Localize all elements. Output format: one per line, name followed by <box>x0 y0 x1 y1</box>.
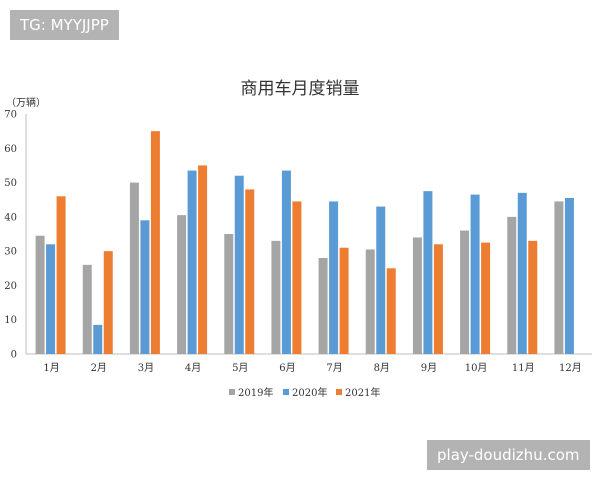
bar <box>517 192 527 354</box>
x-tick-label: 10月 <box>465 362 488 374</box>
y-tick-label: 20 <box>4 281 17 292</box>
x-tick-label: 4月 <box>185 362 201 374</box>
legend-swatch <box>336 389 342 395</box>
bar <box>433 244 443 354</box>
bar <box>198 165 208 354</box>
legend-swatch <box>283 389 289 395</box>
bar <box>365 249 375 354</box>
bar <box>470 194 480 354</box>
bar <box>177 215 187 354</box>
bar <box>564 198 574 354</box>
bar <box>386 268 396 354</box>
x-tick-label: 7月 <box>326 362 342 374</box>
bar <box>150 131 160 354</box>
bar <box>245 189 255 354</box>
x-tick-label: 3月 <box>138 362 154 374</box>
y-tick-labels: 0 10 20 30 40 50 60 70 <box>4 110 17 361</box>
bar <box>292 201 302 354</box>
bar <box>103 251 113 354</box>
bar <box>412 237 422 354</box>
bar <box>56 196 66 354</box>
x-tick-label: 11月 <box>512 362 535 374</box>
x-tick-label: 2月 <box>91 362 107 374</box>
x-tick-label: 5月 <box>232 362 248 374</box>
y-axis-unit-label: （万辆） <box>6 96 46 109</box>
bar <box>528 240 538 354</box>
bar <box>224 234 234 354</box>
y-tick-label: 0 <box>11 350 17 361</box>
bar <box>554 201 564 354</box>
bar <box>507 216 517 354</box>
bar <box>423 191 433 354</box>
watermark-top-left: TG: MYYJJPP <box>10 10 119 40</box>
x-tick-label: 12月 <box>559 362 582 374</box>
bar <box>281 170 291 354</box>
bar <box>129 182 139 354</box>
legend-label: 2020年 <box>292 386 327 399</box>
bar <box>46 244 56 354</box>
y-tick-label: 10 <box>4 315 17 326</box>
bar <box>460 230 470 354</box>
bar <box>376 206 386 354</box>
y-tick-label: 70 <box>4 110 17 121</box>
bar <box>93 324 103 354</box>
legend-label: 2019年 <box>238 386 273 399</box>
bar <box>82 264 92 354</box>
y-tick-label: 30 <box>4 247 17 258</box>
y-tick-label: 50 <box>4 178 17 189</box>
bar <box>35 235 45 354</box>
bar <box>187 170 197 354</box>
watermark-bottom-right: play-doudizhu.com <box>427 440 590 470</box>
chart-title: 商用车月度销量 <box>241 79 360 99</box>
y-tick-label: 60 <box>4 144 17 155</box>
x-tick-label: 8月 <box>374 362 390 374</box>
legend: 2019年 2020年 2021年 <box>229 386 380 399</box>
x-tick-label: 9月 <box>421 362 437 374</box>
y-tick-label: 40 <box>4 212 17 223</box>
bar <box>481 242 491 354</box>
bar <box>234 175 244 354</box>
legend-label: 2021年 <box>345 386 380 399</box>
legend-swatch <box>229 389 235 395</box>
bar <box>140 220 150 354</box>
x-tick-labels: 1月 2月 3月 4月 5月 6月 7月 8月 9月 10月 11月 12月 <box>43 362 581 374</box>
x-tick-label: 1月 <box>43 362 59 374</box>
bar <box>271 240 281 354</box>
bar <box>329 201 339 354</box>
axes <box>25 114 592 355</box>
bars <box>35 131 574 354</box>
x-tick-label: 6月 <box>279 362 295 374</box>
bar <box>339 247 349 354</box>
bar <box>318 258 328 354</box>
